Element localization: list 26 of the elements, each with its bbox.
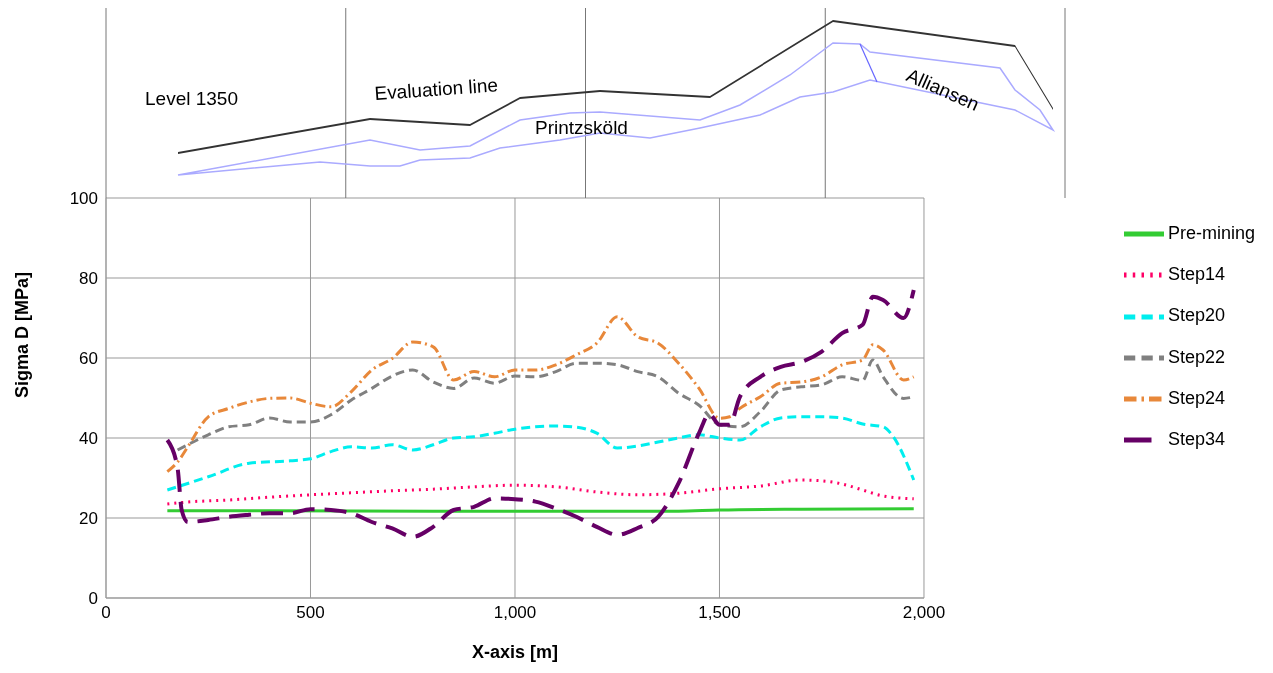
legend-label: Step22 [1167,346,1226,367]
text: Printzsköld [535,117,628,138]
line-series [165,415,916,492]
y-tick-label: 40 [79,429,98,449]
legend-label: Step34 [1167,429,1226,449]
legend-label: Step20 [1167,305,1226,326]
x-tick-label: 0 [101,603,111,623]
y-tick-label: 100 [69,189,98,209]
x-tick-label: 1,000 [493,603,537,623]
legend-label: Step24 [1167,387,1226,408]
legend-label: Step14 [1167,264,1226,284]
x-tick-label: 2,000 [902,603,946,623]
y-tick-label: 0 [88,589,98,609]
text: Level 1350 [145,88,238,109]
x-tick-label: 1,500 [698,603,741,623]
y-tick-label: 20 [79,509,98,529]
x-axis-title: X-axis [m] [471,642,558,662]
y-axis-title: Sigma D [MPa] [12,271,33,398]
x-tick-label: 500 [296,603,325,623]
text: Evaluation line [373,74,499,104]
line-series [165,478,916,506]
line-series [165,288,916,539]
y-tick-label: 60 [79,349,98,369]
y-tick-label: 80 [79,269,98,289]
legend-label: Pre-mining [1167,222,1255,243]
line-series [165,315,916,474]
